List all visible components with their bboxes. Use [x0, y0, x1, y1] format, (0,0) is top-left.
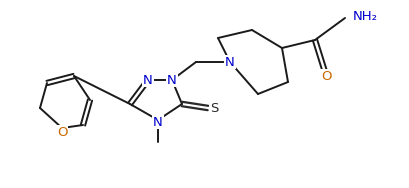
Text: NH₂: NH₂	[353, 10, 378, 23]
Text: S: S	[210, 102, 218, 114]
Text: N: N	[225, 55, 235, 68]
Text: N: N	[153, 115, 163, 129]
Text: N: N	[167, 74, 177, 86]
Text: O: O	[321, 70, 331, 83]
Text: O: O	[57, 126, 67, 139]
Text: N: N	[143, 74, 153, 86]
